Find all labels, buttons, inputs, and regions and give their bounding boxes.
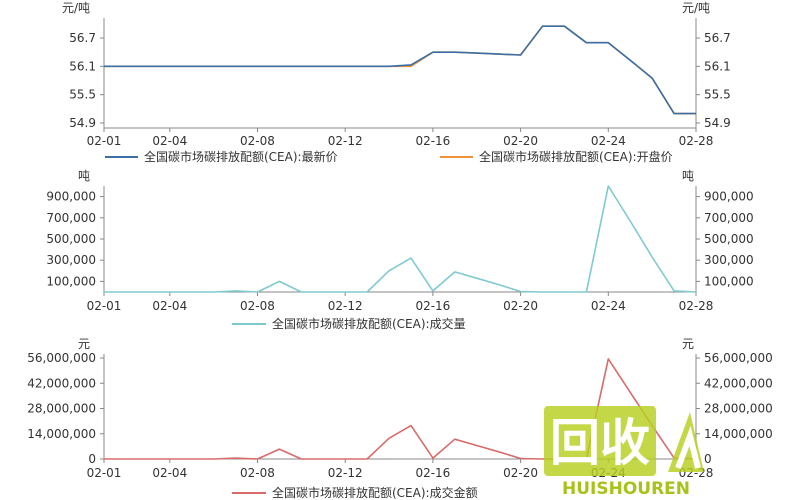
y-tick-label-right: 500,000 xyxy=(704,232,754,246)
legend-label: 全国碳市场碳排放配额(CEA):开盘价 xyxy=(479,149,673,164)
y-unit-label-right: 元 xyxy=(682,337,694,351)
x-tick-label: 02-24 xyxy=(591,134,626,148)
y-tick-label-left: 700,000 xyxy=(46,211,96,225)
y-unit-label-right: 元/吨 xyxy=(682,1,710,15)
y-tick-label-left: 42,000,000 xyxy=(27,376,96,390)
x-tick-label: 02-20 xyxy=(503,299,538,313)
x-tick-label: 02-16 xyxy=(415,466,450,480)
x-tick-label: 02-08 xyxy=(240,466,275,480)
y-tick-label-left: 56.1 xyxy=(69,59,96,73)
x-tick-label: 02-01 xyxy=(87,134,122,148)
series-line xyxy=(104,185,697,293)
watermark-brand-text: HUISHOUREN xyxy=(562,479,690,498)
y-tick-label-left: 300,000 xyxy=(46,253,96,267)
y-tick-label-left: 55.5 xyxy=(69,88,96,102)
x-tick-label: 02-04 xyxy=(152,134,187,148)
y-tick-label-right: 56.7 xyxy=(704,31,731,45)
y-tick-label-right: 100,000 xyxy=(704,274,754,288)
legend-label: 全国碳市场碳排放配额(CEA):最新价 xyxy=(144,149,338,164)
y-tick-label-right: 300,000 xyxy=(704,253,754,267)
legend-label: 全国碳市场碳排放配额(CEA):成交量 xyxy=(272,316,466,331)
y-tick-label-left: 100,000 xyxy=(46,274,96,288)
y-tick-label-left: 900,000 xyxy=(46,190,96,204)
y-tick-label-right: 900,000 xyxy=(704,190,754,204)
y-unit-label-left: 吨 xyxy=(78,169,90,183)
y-tick-label-left: 28,000,000 xyxy=(27,402,96,416)
x-tick-label: 02-28 xyxy=(679,134,714,148)
y-tick-label-left: 56,000,000 xyxy=(27,351,96,365)
series-line xyxy=(104,25,696,115)
x-tick-label: 02-08 xyxy=(240,134,275,148)
x-tick-label: 02-04 xyxy=(152,299,187,313)
x-tick-label: 02-28 xyxy=(679,299,714,313)
y-tick-label-left: 500,000 xyxy=(46,232,96,246)
x-tick-label: 02-12 xyxy=(328,134,363,148)
y-unit-label-left: 元/吨 xyxy=(62,1,90,15)
x-tick-label: 02-16 xyxy=(415,134,450,148)
watermark-logo-text: 回收 xyxy=(550,414,650,472)
x-tick-label: 02-20 xyxy=(503,466,538,480)
legend-label: 全国碳市场碳排放配额(CEA):成交金额 xyxy=(272,485,478,500)
huishouren-watermark: 回收 HUISHOUREN xyxy=(544,406,704,498)
y-tick-label-left: 14,000,000 xyxy=(27,427,96,441)
y-tick-label-right: 42,000,000 xyxy=(704,376,773,390)
x-tick-label: 02-01 xyxy=(87,299,122,313)
y-tick-label-right: 56.1 xyxy=(704,59,731,73)
y-tick-label-left: 54.9 xyxy=(69,116,96,130)
x-tick-label: 02-24 xyxy=(591,299,626,313)
y-tick-label-right: 700,000 xyxy=(704,211,754,225)
y-tick-label-right: 56,000,000 xyxy=(704,351,773,365)
x-tick-label: 02-12 xyxy=(328,299,363,313)
x-tick-label: 02-12 xyxy=(328,466,363,480)
x-tick-label: 02-08 xyxy=(240,299,275,313)
y-tick-label-left: 0 xyxy=(88,452,96,466)
x-tick-label: 02-20 xyxy=(503,134,538,148)
y-unit-label-left: 元 xyxy=(78,337,90,351)
x-tick-label: 02-16 xyxy=(415,299,450,313)
y-tick-label-right: 54.9 xyxy=(704,116,731,130)
y-tick-label-right: 55.5 xyxy=(704,88,731,102)
x-tick-label: 02-04 xyxy=(152,466,187,480)
y-tick-label-right: 0 xyxy=(704,452,712,466)
y-tick-label-right: 14,000,000 xyxy=(704,427,773,441)
y-tick-label-right: 28,000,000 xyxy=(704,402,773,416)
y-unit-label-right: 吨 xyxy=(682,169,694,183)
y-tick-label-left: 56.7 xyxy=(69,31,96,45)
x-tick-label: 02-01 xyxy=(87,466,122,480)
series-line xyxy=(104,25,696,115)
